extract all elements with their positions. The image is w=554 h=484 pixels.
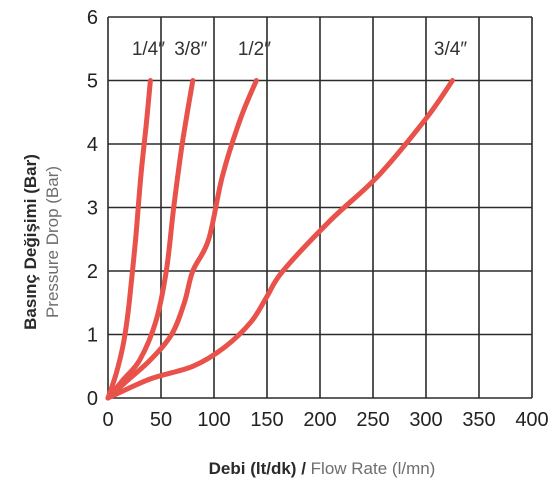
x-axis-ticks: 0 50 100 150 200 250 300 350 400	[102, 409, 548, 431]
x-axis-title-sep: /	[296, 459, 310, 478]
x-tick-label: 250	[356, 409, 389, 431]
series-line	[105, 78, 259, 401]
series-label: 1/4″	[132, 39, 165, 60]
series-label: 3/8″	[174, 39, 207, 60]
x-axis-title-en: Flow Rate (l/mn)	[311, 459, 436, 478]
series-line	[105, 78, 153, 401]
y-tick-label: 1	[87, 325, 98, 347]
x-tick-label: 350	[462, 409, 495, 431]
y-axis-title: Basınç Değişimi (Bar)	[21, 154, 40, 330]
series-line	[105, 78, 196, 401]
series-label: 1/2″	[238, 39, 271, 60]
y-axis-title-en: Pressure Drop (Bar)	[43, 166, 62, 318]
x-axis-title-tr: Debi (lt/dk)	[209, 459, 297, 478]
x-axis-title: Debi (lt/dk) / Flow Rate (l/mn)	[209, 459, 436, 478]
x-tick-label: 400	[515, 409, 548, 431]
series-line	[105, 78, 455, 401]
y-tick-label: 2	[87, 261, 98, 283]
y-axis-ticks: 0 1 2 3 4 5 6	[87, 7, 98, 410]
y-tick-label: 6	[87, 7, 98, 29]
y-tick-label: 5	[87, 71, 98, 93]
x-tick-label: 150	[250, 409, 283, 431]
x-tick-label: 100	[197, 409, 230, 431]
series-curves	[105, 78, 455, 401]
y-tick-label: 4	[87, 134, 98, 156]
x-tick-label: 200	[303, 409, 336, 431]
series-label: 3/4″	[434, 39, 467, 60]
x-tick-label: 300	[409, 409, 442, 431]
y-axis-subtitle: Pressure Drop (Bar)	[43, 166, 62, 318]
grid	[107, 16, 533, 399]
x-tick-label: 0	[102, 409, 113, 431]
x-tick-label: 50	[150, 409, 172, 431]
y-tick-label: 0	[87, 388, 98, 410]
series-labels: 1/4″ 3/8″ 1/2″ 3/4″	[132, 39, 468, 60]
y-tick-label: 3	[87, 198, 98, 220]
y-axis-title-tr: Basınç Değişimi (Bar)	[21, 154, 40, 330]
